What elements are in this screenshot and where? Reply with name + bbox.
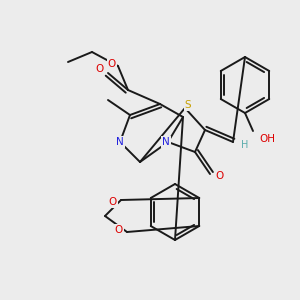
Text: N: N — [116, 137, 124, 147]
Text: O: O — [215, 171, 223, 181]
Text: O: O — [109, 197, 117, 207]
Text: O: O — [96, 64, 104, 74]
Text: O: O — [115, 225, 123, 235]
Text: O: O — [108, 59, 116, 69]
Text: H: H — [241, 140, 248, 150]
Text: OH: OH — [259, 134, 275, 144]
Text: S: S — [185, 100, 191, 110]
Text: N: N — [162, 137, 170, 147]
